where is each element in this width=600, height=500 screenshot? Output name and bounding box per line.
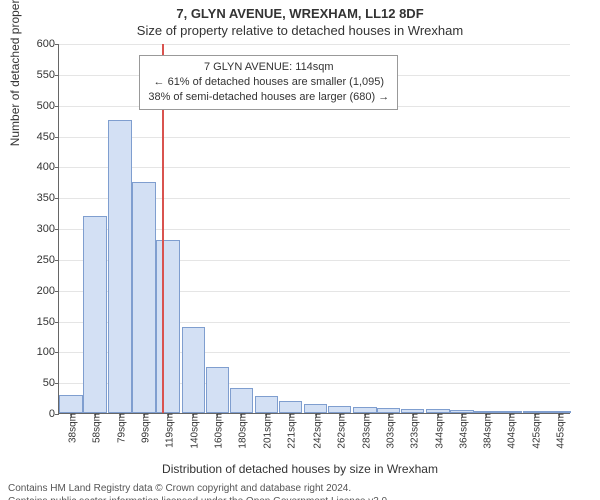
- x-tick-label: 140sqm: [186, 413, 201, 449]
- y-tick-label: 0: [49, 408, 59, 420]
- x-tick-label: 201sqm: [259, 413, 274, 449]
- y-tick-label: 250: [37, 254, 59, 266]
- histogram-bar: [328, 406, 352, 413]
- histogram-bar: [132, 182, 156, 413]
- y-tick-label: 400: [37, 161, 59, 173]
- histogram-bar: [59, 395, 83, 414]
- x-tick-label: 221sqm: [283, 413, 298, 449]
- y-tick-label: 50: [43, 377, 59, 389]
- histogram-chart: Number of detached properties 0501001502…: [58, 44, 570, 414]
- x-axis-title: Distribution of detached houses by size …: [0, 462, 600, 476]
- footer-line2: Contains public sector information licen…: [8, 495, 592, 500]
- x-tick-label: 364sqm: [454, 413, 469, 449]
- x-tick-label: 283sqm: [357, 413, 372, 449]
- y-tick-label: 500: [37, 100, 59, 112]
- x-tick-label: 303sqm: [381, 413, 396, 449]
- x-tick-label: 58sqm: [87, 413, 102, 443]
- x-tick-label: 404sqm: [502, 413, 517, 449]
- annotation-box: 7 GLYN AVENUE: 114sqm← 61% of detached h…: [139, 55, 398, 110]
- y-tick-label: 450: [37, 131, 59, 143]
- histogram-bar: [206, 367, 230, 413]
- x-tick-label: 323sqm: [405, 413, 420, 449]
- x-tick-label: 99sqm: [137, 413, 152, 443]
- y-tick-label: 150: [37, 316, 59, 328]
- x-tick-label: 344sqm: [430, 413, 445, 449]
- histogram-bar: [279, 401, 303, 413]
- x-tick-label: 384sqm: [478, 413, 493, 449]
- x-tick-label: 38sqm: [63, 413, 78, 443]
- histogram-bar: [83, 216, 107, 413]
- y-tick-label: 100: [37, 346, 59, 358]
- x-tick-label: 119sqm: [161, 413, 176, 448]
- y-tick-label: 550: [37, 69, 59, 81]
- page-title-line1: 7, GLYN AVENUE, WREXHAM, LL12 8DF: [0, 0, 600, 21]
- histogram-bar: [108, 120, 132, 413]
- y-tick-label: 200: [37, 285, 59, 297]
- annotation-line: 7 GLYN AVENUE: 114sqm: [148, 60, 389, 75]
- x-tick-label: 425sqm: [528, 413, 543, 449]
- page-title-line2: Size of property relative to detached ho…: [0, 21, 600, 38]
- plot-area: 05010015020025030035040045050055060038sq…: [58, 44, 570, 414]
- histogram-bar: [182, 327, 206, 413]
- annotation-line: ← 61% of detached houses are smaller (1,…: [148, 75, 389, 90]
- y-tick-label: 350: [37, 192, 59, 204]
- annotation-line: 38% of semi-detached houses are larger (…: [148, 90, 389, 105]
- grid-line: [59, 44, 570, 45]
- x-tick-label: 445sqm: [552, 413, 567, 449]
- x-tick-label: 262sqm: [332, 413, 347, 449]
- y-axis-title: Number of detached properties: [8, 0, 22, 146]
- x-tick-label: 180sqm: [234, 413, 249, 449]
- x-tick-label: 160sqm: [210, 413, 225, 449]
- footer-attribution: Contains HM Land Registry data © Crown c…: [0, 476, 600, 500]
- histogram-bar: [304, 404, 328, 413]
- x-tick-label: 242sqm: [308, 413, 323, 449]
- x-tick-label: 79sqm: [113, 413, 128, 443]
- histogram-bar: [230, 388, 254, 413]
- y-tick-label: 600: [37, 38, 59, 50]
- grid-line: [59, 137, 570, 138]
- footer-line1: Contains HM Land Registry data © Crown c…: [8, 482, 592, 495]
- histogram-bar: [255, 396, 279, 413]
- y-tick-label: 300: [37, 223, 59, 235]
- histogram-bar: [156, 240, 180, 413]
- grid-line: [59, 167, 570, 168]
